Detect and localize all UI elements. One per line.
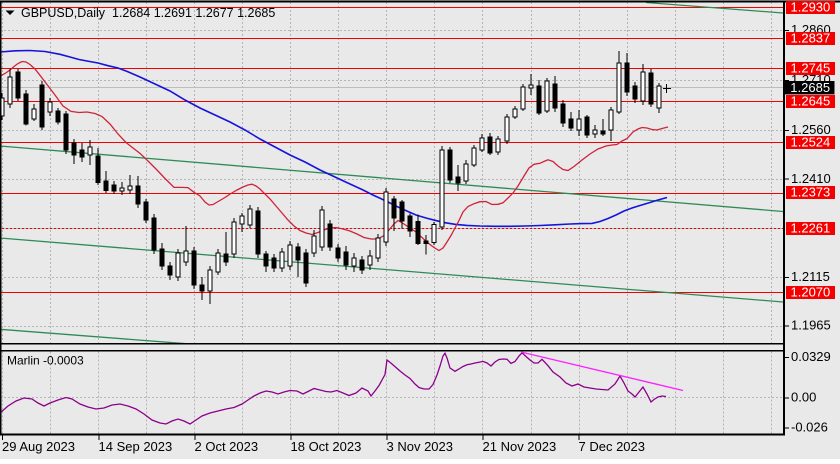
svg-text:29 Aug 2023: 29 Aug 2023	[2, 439, 75, 454]
svg-text:2 Oct 2023: 2 Oct 2023	[195, 439, 259, 454]
svg-text:1.2685: 1.2685	[790, 80, 830, 95]
svg-text:21 Nov 2023: 21 Nov 2023	[483, 439, 557, 454]
svg-text:7 Dec 2023: 7 Dec 2023	[579, 439, 646, 454]
svg-text:1.2261: 1.2261	[791, 221, 831, 236]
svg-text:1.2410: 1.2410	[791, 171, 831, 186]
svg-text:18 Oct 2023: 18 Oct 2023	[291, 439, 362, 454]
svg-text:1.2560: 1.2560	[791, 122, 831, 137]
svg-text:1.2373: 1.2373	[791, 185, 831, 200]
svg-text:14 Sep 2023: 14 Sep 2023	[99, 439, 173, 454]
svg-text:1.2645: 1.2645	[791, 94, 831, 109]
svg-text:0.00: 0.00	[791, 390, 816, 405]
svg-text:0.0329: 0.0329	[791, 349, 831, 364]
svg-text:-0.026: -0.026	[791, 420, 828, 435]
svg-text:1.2524: 1.2524	[791, 135, 831, 150]
svg-text:1.2837: 1.2837	[791, 31, 831, 46]
svg-text:3 Nov 2023: 3 Nov 2023	[387, 439, 454, 454]
svg-text:Marlin -0.0003: Marlin -0.0003	[7, 354, 84, 368]
svg-text:1.2070: 1.2070	[791, 285, 831, 300]
svg-text:1.2745: 1.2745	[791, 61, 831, 76]
svg-text:1.2115: 1.2115	[791, 269, 830, 284]
svg-text:1.2930: 1.2930	[791, 0, 831, 15]
svg-text:GBPUSD,Daily 1.2684 1.2691 1.: GBPUSD,Daily 1.2684 1.2691 1.2677 1.2685	[21, 6, 275, 20]
svg-text:1.1965: 1.1965	[791, 318, 831, 333]
